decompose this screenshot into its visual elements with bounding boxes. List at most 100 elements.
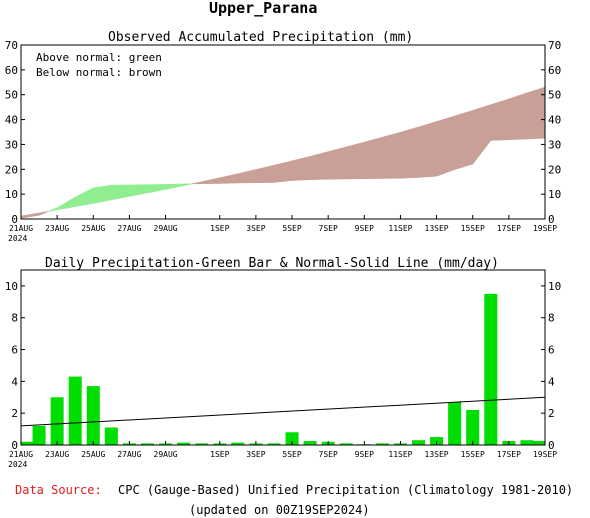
below-normal-area [454, 109, 474, 170]
y-tick-label-right: 6 [548, 344, 555, 357]
below-normal-area [309, 151, 329, 181]
y-tick-label-right: 50 [548, 89, 561, 102]
below-normal-area [273, 160, 293, 183]
y-tick-label-right: 40 [548, 114, 561, 127]
x-tick-label: 15SEP [461, 450, 485, 459]
y-tick-label-left: 10 [5, 188, 18, 201]
top-legend-below: Below normal: brown [36, 66, 162, 79]
normal-line [20, 396, 546, 427]
y-tick-label-left: 2 [11, 407, 18, 420]
top-chart-frame: 0 0 10 10 20 20 30 30 40 40 50 50 60 60 70 70 21AUG 23AUG… [5, 39, 562, 233]
top-chart-title: Observed Accumulated Precipitation (mm) [108, 30, 413, 45]
above-normal-area [147, 184, 166, 194]
below-normal-area [436, 115, 455, 177]
x-tick-label: 27AUG [117, 224, 141, 233]
x-tick-label: 11SEP [388, 450, 412, 459]
plot-border [20, 44, 546, 220]
y-tick-label-left: 10 [5, 280, 18, 293]
x-tick-label: 1SEP [210, 224, 229, 233]
y-tick-label-right: 10 [548, 188, 561, 201]
x-tick-label: 5SEP [282, 224, 301, 233]
y-tick-label-left: 4 [11, 375, 18, 388]
daily-bar [32, 425, 46, 445]
daily-bar [68, 376, 82, 445]
y-tick-label-left: 50 [5, 89, 18, 102]
daily-bar [86, 386, 100, 445]
x-tick-label: 21AUG [9, 224, 33, 233]
below-normal-area [472, 104, 492, 165]
bottom-year-label: 2024 [8, 460, 27, 469]
above-normal-area [129, 184, 148, 197]
y-tick-label-left: 6 [11, 344, 18, 357]
bottom-chart-bars [20, 293, 546, 445]
x-tick-label: 17SEP [497, 450, 521, 459]
daily-bar [21, 441, 35, 445]
daily-bar [195, 443, 209, 445]
below-normal-area [345, 141, 365, 180]
daily-bar [177, 442, 191, 445]
y-tick-label-right: 2 [548, 407, 555, 420]
x-tick-label: 7SEP [319, 450, 338, 459]
daily-bar [140, 443, 154, 445]
y-tick-label-right: 0 [548, 213, 555, 226]
x-tick-label: 9SEP [355, 224, 374, 233]
x-tick-label: 3SEP [246, 224, 265, 233]
y-tick-label-left: 40 [5, 114, 18, 127]
below-normal-area [20, 212, 40, 219]
x-tick-label: 13SEP [425, 450, 449, 459]
top-chart-areas [20, 86, 546, 219]
x-tick-label: 27AUG [117, 450, 141, 459]
y-tick-label-left: 8 [11, 312, 18, 325]
daily-bar [50, 397, 64, 445]
daily-bar [339, 443, 353, 445]
below-normal-area [327, 146, 347, 180]
y-tick-label-right: 20 [548, 163, 561, 176]
below-normal-area [418, 121, 437, 178]
daily-bar [375, 443, 389, 445]
daily-bar [484, 293, 498, 445]
below-normal-area [490, 98, 510, 141]
y-tick-label-right: 0 [548, 439, 555, 452]
daily-bar [285, 432, 299, 445]
above-normal-area [92, 184, 112, 204]
below-normal-area [201, 177, 221, 185]
below-normal-area [382, 131, 401, 179]
daily-bar [466, 410, 480, 445]
x-tick-label: 25AUG [81, 224, 105, 233]
x-tick-label: 25AUG [81, 450, 105, 459]
above-normal-area [165, 183, 184, 190]
x-tick-label: 5SEP [282, 450, 301, 459]
daily-bar [104, 427, 118, 445]
y-tick-label-left: 70 [5, 39, 18, 52]
x-tick-label: 7SEP [319, 224, 338, 233]
y-tick-label-left: 0 [11, 439, 18, 452]
y-tick-label-right: 4 [548, 375, 555, 388]
above-normal-area [48, 207, 58, 212]
below-normal-area [400, 126, 419, 179]
footer-source-text: CPC (Gauge-Based) Unified Precipitation … [118, 483, 573, 497]
below-normal-area [508, 92, 528, 141]
daily-bar [531, 441, 545, 445]
x-tick-label: 29AUG [154, 224, 178, 233]
below-normal-area [364, 136, 383, 180]
x-tick-label: 9SEP [355, 450, 374, 459]
x-tick-label: 21AUG [9, 450, 33, 459]
daily-bar [303, 441, 317, 445]
x-tick-label: 23AUG [45, 450, 69, 459]
y-tick-label-left: 60 [5, 64, 18, 77]
daily-bar [448, 402, 462, 445]
below-normal-area [237, 169, 257, 184]
plot-border [20, 269, 546, 446]
y-tick-label-right: 10 [548, 280, 561, 293]
y-tick-label-left: 0 [11, 213, 18, 226]
daily-bar [231, 442, 245, 445]
below-normal-area [191, 181, 202, 185]
above-normal-area [56, 196, 76, 211]
x-tick-label: 13SEP [425, 224, 449, 233]
below-normal-area [291, 155, 311, 181]
y-tick-label-right: 8 [548, 312, 555, 325]
x-tick-label: 15SEP [461, 224, 485, 233]
x-tick-label: 1SEP [210, 450, 229, 459]
daily-bar [412, 440, 426, 445]
x-tick-label: 3SEP [246, 450, 265, 459]
